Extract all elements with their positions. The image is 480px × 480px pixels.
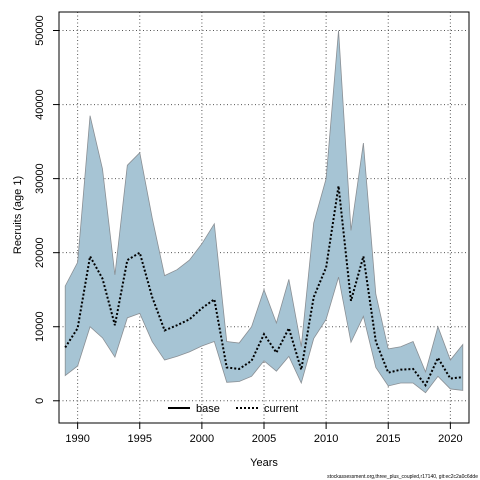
band-current: [64, 30, 464, 394]
x-tick-label: 1995: [128, 433, 152, 445]
legend-label-base: base: [196, 403, 220, 415]
legend-label-current: current: [264, 403, 298, 415]
x-tick-label: 2020: [438, 433, 462, 445]
x-tick-label: 2000: [190, 433, 214, 445]
y-tick-label: 20000: [34, 237, 46, 268]
x-tick-label: 2015: [376, 433, 400, 445]
x-tick-label: 2010: [314, 433, 338, 445]
y-tick-label: 30000: [34, 163, 46, 194]
y-tick-label: 50000: [34, 15, 46, 46]
y-tick-label: 40000: [34, 89, 46, 120]
series-lines: [64, 185, 463, 388]
x-axis-title: Years: [250, 457, 278, 469]
legend: base current: [168, 403, 298, 415]
x-tick-label: 1990: [65, 433, 89, 445]
y-axis-title: Recruits (age 1): [12, 176, 24, 254]
x-tick-label: 2005: [252, 433, 276, 445]
series-line-current: [64, 185, 463, 388]
y-axis: 0 10000 20000 30000 40000 50000: [34, 15, 59, 404]
x-axis: 1990 1995 2000 2005 2010 2015 2020: [65, 423, 463, 445]
y-tick-label: 0: [34, 398, 46, 404]
confidence-band: [64, 30, 464, 394]
footnote: stockassessment.org,three_plus_coupled,r…: [327, 474, 478, 480]
y-tick-label: 10000: [34, 311, 46, 342]
